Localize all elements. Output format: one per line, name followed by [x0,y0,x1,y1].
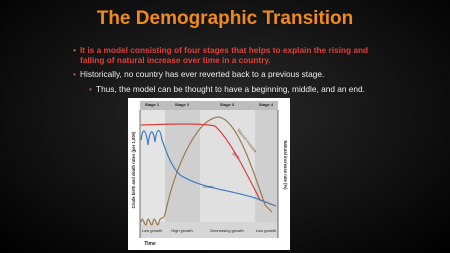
growth-label: Low growth [256,228,276,233]
natural-increase-curve [140,116,273,226]
stage-label: Stage 3 [220,102,235,107]
y-axis-label: Crude birth and death rates (per 1,000) [131,131,136,208]
stage-band [165,110,200,222]
stage-band [200,110,255,222]
stage-band [140,110,165,222]
curve-label: Death [203,184,214,189]
growth-footer [140,222,278,238]
death-curve [140,129,277,207]
growth-label: Low growth [142,228,162,233]
curve-label: Birth [231,151,241,160]
bullet: Historically, no country has ever revert… [73,69,380,79]
stage-label: Stage 4 [259,102,274,107]
birth-curve [140,123,277,207]
growth-label: High growth [171,228,192,233]
sub-bullet: Thus, the model can be thought to have a… [89,84,396,94]
y2-axis-label: Natural increase rate (%) [283,140,288,190]
bullet: It is a model consisting of four stages … [73,45,380,65]
stage-header [140,101,278,110]
slide-title: The Demographic Transition [96,8,354,29]
stage-label: Stage 1 [145,102,160,107]
growth-label: Decreasing growth [210,228,243,233]
stage-label: Stage 2 [175,102,190,107]
x-axis-label: Time [144,241,156,247]
